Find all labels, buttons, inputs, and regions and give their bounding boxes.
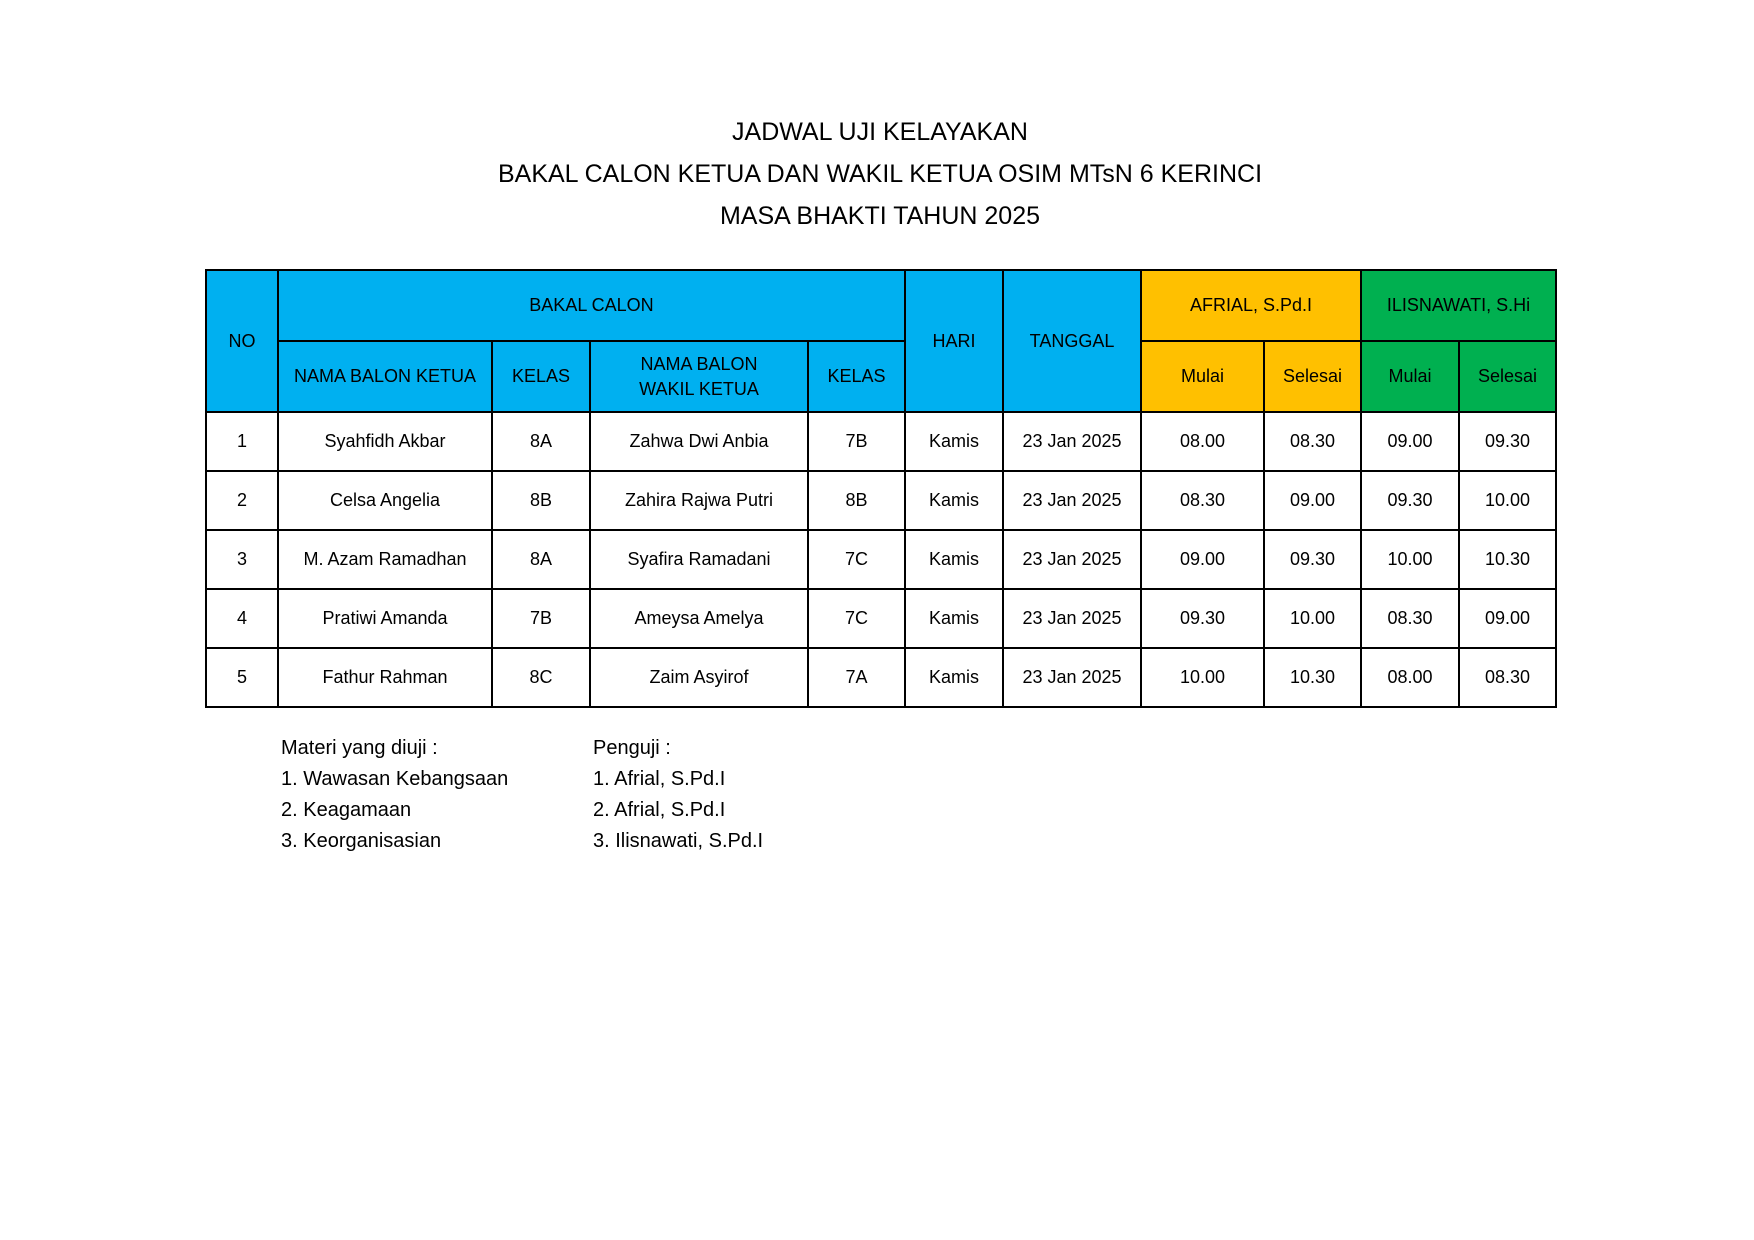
- cell-hari: Kamis: [904, 647, 1004, 708]
- cell-ilisnawati-selesai: 08.30: [1458, 647, 1557, 708]
- cell-afrial-mulai: 09.30: [1140, 588, 1265, 649]
- header-no: NO: [205, 269, 279, 413]
- cell-nama-ketua: Fathur Rahman: [277, 647, 493, 708]
- cell-kelas-wakil: 7A: [807, 647, 906, 708]
- cell-afrial-mulai: 08.30: [1140, 470, 1265, 531]
- header-penguji-ilisnawati: ILISNAWATI, S.Hi: [1360, 269, 1557, 342]
- header-nama-wakil-line2: WAKIL KETUA: [639, 378, 759, 399]
- header-selesai-ilisnawati: Selesai: [1458, 340, 1557, 413]
- cell-afrial-mulai: 08.00: [1140, 411, 1265, 472]
- cell-nama-ketua: M. Azam Ramadhan: [277, 529, 493, 590]
- cell-kelas-wakil: 7B: [807, 411, 906, 472]
- header-nama-wakil: NAMA BALON WAKIL KETUA: [589, 340, 809, 413]
- cell-nama-wakil: Ameysa Amelya: [589, 588, 809, 649]
- cell-ilisnawati-mulai: 09.00: [1360, 411, 1460, 472]
- penguji-heading: Penguji :: [593, 737, 671, 759]
- cell-kelas-wakil: 7C: [807, 529, 906, 590]
- cell-ilisnawati-selesai: 09.30: [1458, 411, 1557, 472]
- cell-no: 3: [205, 529, 279, 590]
- cell-kelas-wakil: 8B: [807, 470, 906, 531]
- cell-hari: Kamis: [904, 529, 1004, 590]
- table-row: 5 Fathur Rahman 8C Zaim Asyirof 7A Kamis 23 Ja…: [205, 647, 1557, 708]
- schedule-table: NO BAKAL CALON HARI TANGGAL AFRIAL, S.Pd…: [205, 269, 1557, 708]
- cell-tanggal: 23 Jan 2025: [1002, 529, 1142, 590]
- cell-kelas-ketua: 7B: [491, 588, 591, 649]
- cell-hari: Kamis: [904, 411, 1004, 472]
- cell-no: 5: [205, 647, 279, 708]
- cell-kelas-ketua: 8A: [491, 411, 591, 472]
- cell-kelas-wakil: 7C: [807, 588, 906, 649]
- title-line-2: BAKAL CALON KETUA DAN WAKIL KETUA OSIM M…: [497, 160, 1263, 188]
- cell-ilisnawati-selesai: 09.00: [1458, 588, 1557, 649]
- table-row: 1 Syahfidh Akbar 8A Zahwa Dwi Anbia 7B Kamis 2…: [205, 411, 1557, 472]
- header-mulai-ilisnawati: Mulai: [1360, 340, 1460, 413]
- cell-afrial-selesai: 09.30: [1263, 529, 1362, 590]
- cell-afrial-selesai: 09.00: [1263, 470, 1362, 531]
- header-kelas-wakil: KELAS: [807, 340, 906, 413]
- cell-afrial-selesai: 10.00: [1263, 588, 1362, 649]
- cell-nama-ketua: Pratiwi Amanda: [277, 588, 493, 649]
- cell-nama-ketua: Celsa Angelia: [277, 470, 493, 531]
- header-kelas-ketua: KELAS: [491, 340, 591, 413]
- materi-heading: Materi yang diuji :: [281, 737, 438, 759]
- penguji-section: Penguji : 1. Afrial, S.Pd.I 2. Afrial, S…: [593, 733, 763, 857]
- cell-kelas-ketua: 8B: [491, 470, 591, 531]
- cell-nama-wakil: Zaim Asyirof: [589, 647, 809, 708]
- cell-ilisnawati-mulai: 08.30: [1360, 588, 1460, 649]
- header-bakal-calon: BAKAL CALON: [277, 269, 906, 342]
- title-line-1: JADWAL UJI KELAYAKAN: [732, 118, 1028, 146]
- table-row: 3 M. Azam Ramadhan 8A Syafira Ramadani 7C Kam…: [205, 529, 1557, 590]
- cell-nama-wakil: Zahira Rajwa Putri: [589, 470, 809, 531]
- materi-section: Materi yang diuji : 1. Wawasan Kebangsaa…: [281, 733, 508, 857]
- cell-afrial-mulai: 10.00: [1140, 647, 1265, 708]
- penguji-item: 1. Afrial, S.Pd.I: [593, 768, 726, 790]
- cell-nama-wakil: Zahwa Dwi Anbia: [589, 411, 809, 472]
- header-nama-ketua: NAMA BALON KETUA: [277, 340, 493, 413]
- penguji-item: 2. Afrial, S.Pd.I: [593, 799, 726, 821]
- cell-kelas-ketua: 8A: [491, 529, 591, 590]
- cell-kelas-ketua: 8C: [491, 647, 591, 708]
- cell-hari: Kamis: [904, 588, 1004, 649]
- title-line-3: MASA BHAKTI TAHUN 2025: [719, 202, 1041, 230]
- cell-afrial-selesai: 08.30: [1263, 411, 1362, 472]
- header-nama-wakil-line1: NAMA BALON: [640, 354, 758, 375]
- cell-tanggal: 23 Jan 2025: [1002, 588, 1142, 649]
- cell-tanggal: 23 Jan 2025: [1002, 647, 1142, 708]
- materi-item: 2. Keagamaan: [281, 799, 412, 821]
- cell-no: 4: [205, 588, 279, 649]
- cell-no: 2: [205, 470, 279, 531]
- table-row: 4 Pratiwi Amanda 7B Ameysa Amelya 7C Kamis 23 …: [205, 588, 1557, 649]
- cell-ilisnawati-selesai: 10.30: [1458, 529, 1557, 590]
- cell-nama-ketua: Syahfidh Akbar: [277, 411, 493, 472]
- cell-ilisnawati-mulai: 10.00: [1360, 529, 1460, 590]
- materi-item: 1. Wawasan Kebangsaan: [281, 768, 509, 790]
- cell-tanggal: 23 Jan 2025: [1002, 411, 1142, 472]
- cell-tanggal: 23 Jan 2025: [1002, 470, 1142, 531]
- penguji-item: 3. Ilisnawati, S.Pd.I: [593, 830, 764, 852]
- cell-afrial-selesai: 10.30: [1263, 647, 1362, 708]
- cell-ilisnawati-selesai: 10.00: [1458, 470, 1557, 531]
- cell-ilisnawati-mulai: 09.30: [1360, 470, 1460, 531]
- cell-nama-wakil: Syafira Ramadani: [589, 529, 809, 590]
- header-mulai-afrial: Mulai: [1140, 340, 1265, 413]
- cell-afrial-mulai: 09.00: [1140, 529, 1265, 590]
- cell-ilisnawati-mulai: 08.00: [1360, 647, 1460, 708]
- header-penguji-afrial: AFRIAL, S.Pd.I: [1140, 269, 1362, 342]
- header-tanggal: TANGGAL: [1002, 269, 1142, 413]
- table-row: 2 Celsa Angelia 8B Zahira Rajwa Putri 8B Kami…: [205, 470, 1557, 531]
- cell-no: 1: [205, 411, 279, 472]
- materi-item: 3. Keorganisasian: [281, 830, 442, 852]
- header-hari: HARI: [904, 269, 1004, 413]
- header-selesai-afrial: Selesai: [1263, 340, 1362, 413]
- cell-hari: Kamis: [904, 470, 1004, 531]
